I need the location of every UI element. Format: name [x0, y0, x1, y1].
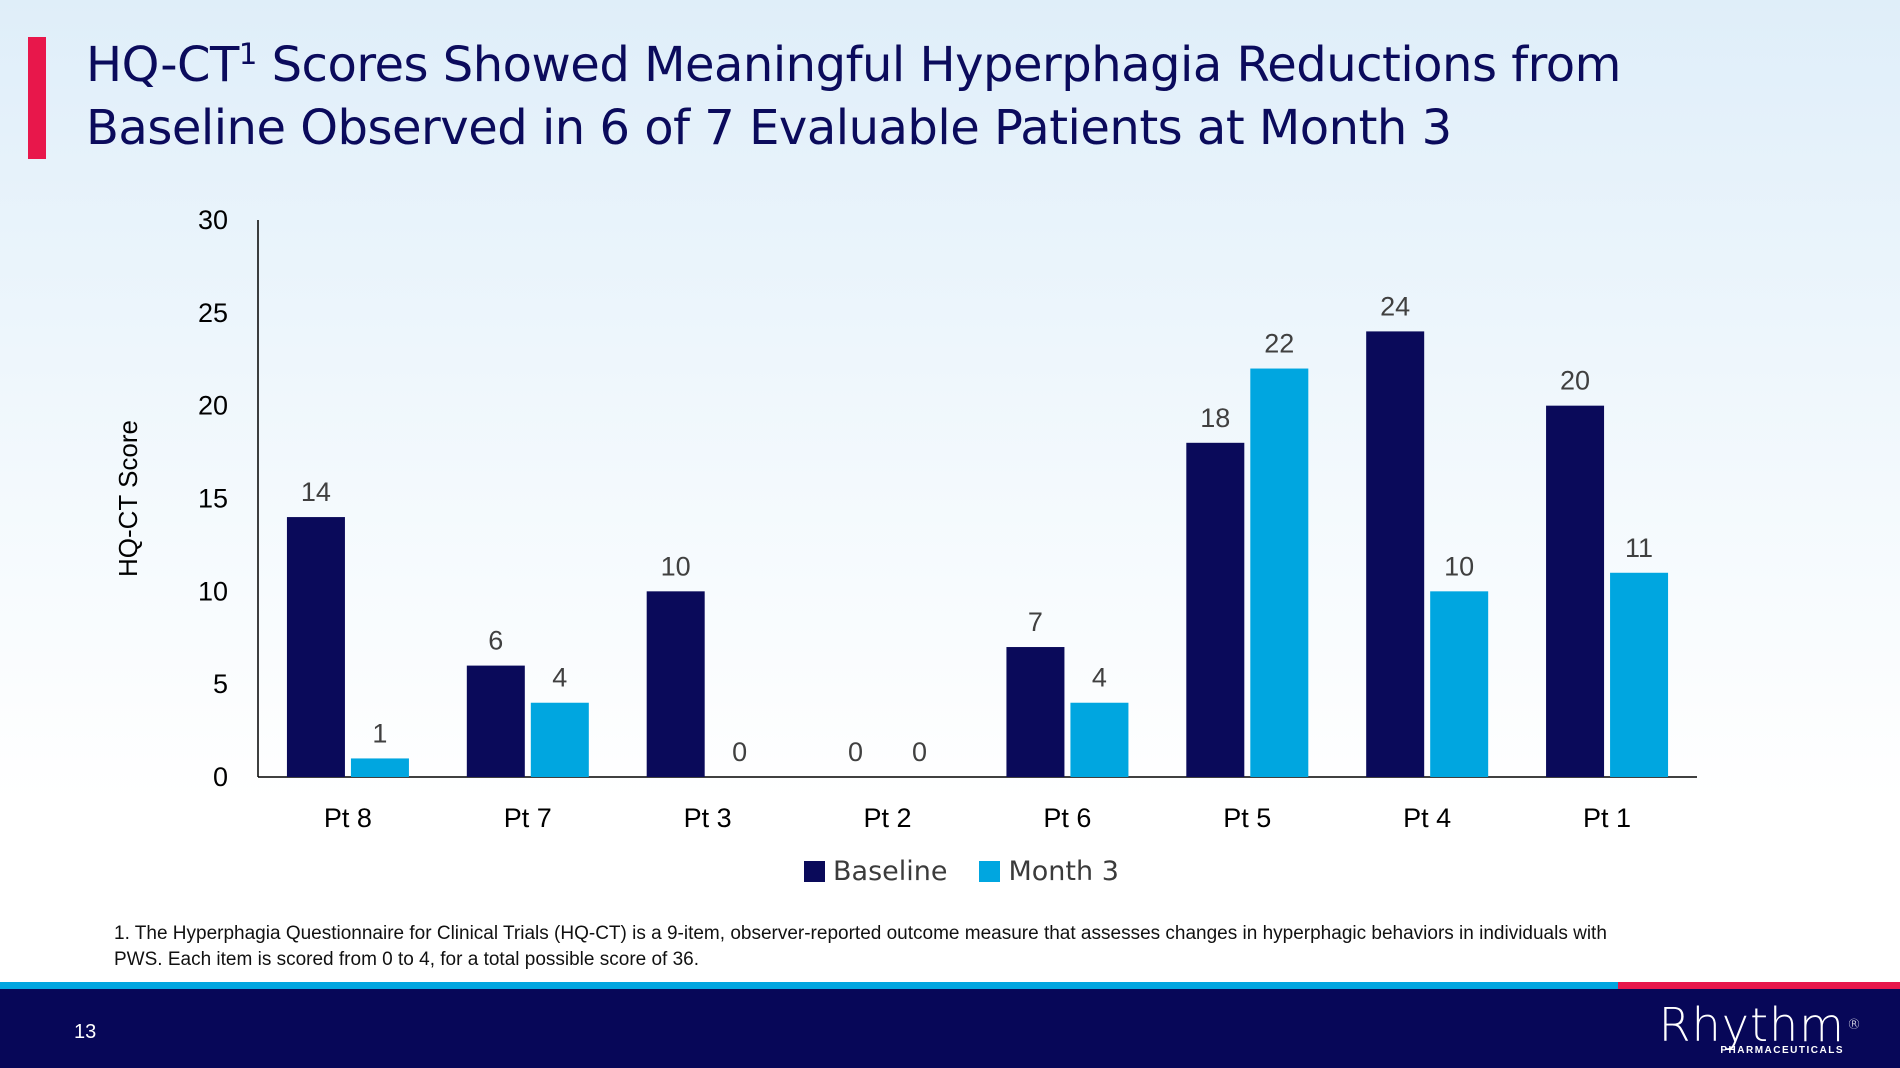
title-accent-bar	[28, 37, 46, 159]
y-tick-label: 30	[198, 205, 228, 235]
footnote-line1: 1. The Hyperphagia Questionnaire for Cli…	[114, 923, 1607, 944]
bar-baseline	[1186, 442, 1245, 777]
rhythm-logo: Rhythm ® PHARMACEUTICALS	[1659, 1001, 1862, 1056]
footer-bar	[0, 989, 1900, 1068]
data-label-month3: 0	[732, 737, 747, 767]
x-category-label: Pt 2	[864, 803, 912, 833]
data-label-month3: 1	[372, 718, 387, 748]
bar-month3	[530, 702, 589, 777]
bar-baseline	[1546, 405, 1605, 777]
title-line1-part1: HQ-CT	[86, 37, 239, 93]
data-label-baseline: 10	[661, 551, 691, 581]
data-label-month3: 10	[1444, 551, 1474, 581]
bar-month3	[1430, 591, 1489, 777]
bar-chart: 0 5 10 15 20 25 30 HQ-CT Score 14 1 Pt 8 6 4 Pt 7 10 0 P…	[113, 205, 1697, 833]
logo-wordmark: Rhythm	[1658, 998, 1845, 1052]
x-category-label: Pt 5	[1223, 803, 1271, 833]
bar-baseline	[1006, 647, 1065, 777]
y-tick-label: 15	[198, 484, 228, 514]
y-tick-label: 5	[213, 669, 228, 699]
y-tick-label: 0	[213, 762, 228, 792]
footer-stripe-pink	[1618, 982, 1900, 989]
y-tick-label: 20	[198, 391, 228, 421]
logo-registered-mark: ®	[1847, 1017, 1862, 1033]
y-axis-label: HQ-CT Score	[113, 420, 143, 577]
data-label-baseline: 7	[1028, 607, 1043, 637]
bar-baseline	[646, 591, 705, 777]
title-line1-part2: Scores Showed Meaningful Hyperphagia Red…	[256, 37, 1622, 93]
legend-label-month3: Month 3	[1008, 856, 1119, 887]
bar-baseline	[286, 517, 345, 777]
slide-title: HQ-CT1 Scores Showed Meaningful Hyperpha…	[86, 34, 1866, 160]
x-category-label: Pt 6	[1043, 803, 1091, 833]
chart-legend: Baseline Month 3	[804, 856, 1119, 887]
logo-subtext: PHARMACEUTICALS	[1720, 1045, 1844, 1056]
data-label-month3: 4	[1092, 663, 1107, 693]
data-label-baseline: 24	[1380, 291, 1410, 321]
bar-baseline	[1366, 331, 1425, 777]
x-category-label: Pt 7	[504, 803, 552, 833]
x-category-label: Pt 8	[324, 803, 372, 833]
data-label-baseline: 18	[1200, 403, 1230, 433]
title-line2: Baseline Observed in 6 of 7 Evaluable Pa…	[86, 100, 1452, 156]
bar-month3	[1070, 702, 1129, 777]
legend-item-month3: Month 3	[979, 856, 1119, 887]
data-label-baseline: 14	[301, 477, 331, 507]
data-label-baseline: 6	[488, 626, 503, 656]
x-category-label: Pt 3	[684, 803, 732, 833]
x-category-label: Pt 4	[1403, 803, 1451, 833]
legend-swatch-baseline	[804, 861, 825, 882]
title-footnote-marker: 1	[238, 37, 257, 71]
footer-stripe-blue	[0, 982, 1618, 989]
data-label-month3: 11	[1625, 533, 1653, 563]
legend-label-baseline: Baseline	[833, 856, 948, 887]
footnote: 1. The Hyperphagia Questionnaire for Cli…	[114, 921, 1714, 973]
y-tick-label: 10	[198, 576, 228, 606]
data-label-month3: 0	[912, 737, 927, 767]
data-label-baseline: 0	[848, 737, 863, 767]
bar-month3	[1610, 572, 1669, 777]
legend-swatch-month3	[979, 861, 1001, 882]
legend-item-baseline: Baseline	[804, 856, 947, 887]
footnote-line2: PWS. Each item is scored from 0 to 4, fo…	[114, 949, 700, 970]
data-label-month3: 22	[1264, 329, 1294, 359]
y-tick-label: 25	[198, 298, 228, 328]
page-number: 13	[74, 1021, 97, 1043]
bar-month3	[1250, 368, 1309, 777]
bar-month3	[350, 758, 409, 777]
bar-baseline	[466, 665, 525, 777]
data-label-month3: 4	[552, 663, 567, 693]
data-label-baseline: 20	[1560, 366, 1590, 396]
x-category-label: Pt 1	[1583, 803, 1631, 833]
